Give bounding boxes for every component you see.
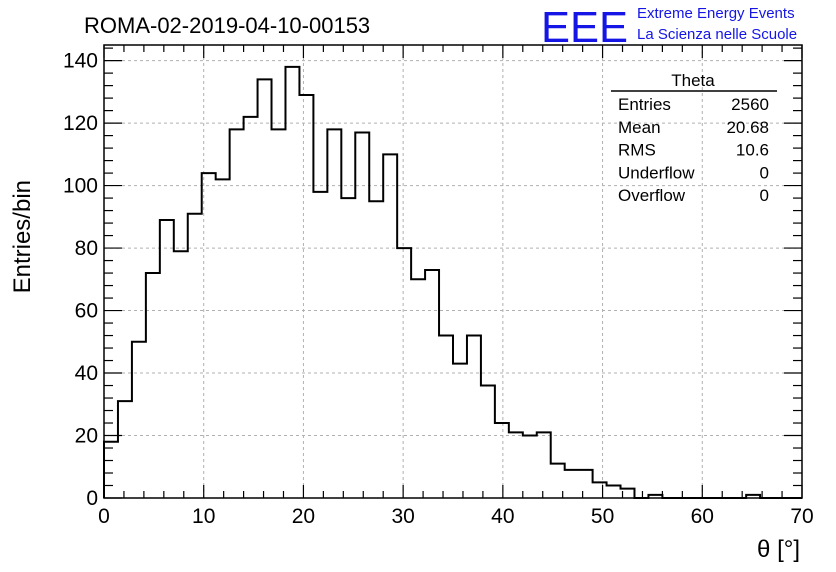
x-tick-label: 0 bbox=[98, 505, 110, 528]
y-tick-label: 140 bbox=[63, 50, 98, 73]
x-tick-label: 60 bbox=[691, 505, 714, 528]
histogram-bin bbox=[369, 201, 383, 498]
histogram-bin bbox=[453, 364, 467, 498]
y-tick-label: 20 bbox=[75, 425, 98, 448]
histogram-bin bbox=[230, 129, 244, 498]
histogram-bin bbox=[118, 401, 132, 498]
x-axis-title: θ [°] bbox=[757, 536, 800, 563]
histogram-bin bbox=[523, 436, 537, 498]
x-tick-label: 40 bbox=[491, 505, 514, 528]
stats-row-label: Underflow bbox=[618, 163, 695, 182]
histogram-bin bbox=[411, 279, 425, 498]
histogram-bin bbox=[383, 154, 397, 498]
histogram-bin bbox=[341, 198, 355, 498]
plot-frame bbox=[103, 44, 803, 499]
x-tick-label: 50 bbox=[591, 505, 614, 528]
histogram-bin bbox=[593, 482, 607, 498]
histogram-bin bbox=[607, 486, 621, 498]
histogram-bin bbox=[272, 129, 286, 498]
histogram-bin bbox=[565, 470, 579, 498]
histogram-bin bbox=[132, 342, 146, 498]
y-tick-label: 100 bbox=[63, 175, 98, 198]
histogram-bin bbox=[467, 336, 481, 498]
y-tick-label: 120 bbox=[63, 112, 98, 135]
stats-box-name: Theta bbox=[671, 71, 715, 90]
y-tick-label: 40 bbox=[75, 362, 98, 385]
stats-row-label: Entries bbox=[618, 95, 671, 114]
histogram-bin bbox=[397, 248, 411, 498]
stats-row-value: 10.6 bbox=[736, 141, 769, 160]
run-title: ROMA-02-2019-04-10-00153 bbox=[84, 13, 370, 38]
stats-row-label: Overflow bbox=[618, 186, 686, 205]
histogram-bin bbox=[104, 442, 118, 498]
histogram-bin bbox=[146, 273, 160, 498]
x-tick-label: 20 bbox=[292, 505, 315, 528]
histogram-bin bbox=[285, 67, 299, 498]
histogram-bin bbox=[579, 470, 593, 498]
y-axis-title: Entries/bin bbox=[9, 180, 36, 293]
x-tick-label: 10 bbox=[192, 505, 215, 528]
logo-line-1: Extreme Energy Events bbox=[637, 5, 795, 22]
histogram-bin bbox=[537, 432, 551, 498]
x-tick-label: 30 bbox=[391, 505, 414, 528]
grid-lines bbox=[104, 45, 802, 498]
stats-row-label: RMS bbox=[618, 141, 656, 160]
eee-logo: EEE Extreme Energy Events La Scienza nel… bbox=[541, 3, 797, 52]
stats-row-value: 2560 bbox=[731, 95, 769, 114]
stats-box: Theta Entries 2560 Mean 20.68 RMS 10.6 Underfl… bbox=[611, 71, 777, 205]
histogram-bin bbox=[299, 95, 313, 498]
histogram-bin bbox=[509, 432, 523, 498]
histogram-bin bbox=[202, 173, 216, 498]
histogram-bin bbox=[160, 220, 174, 498]
histogram-bin bbox=[313, 192, 327, 498]
logo-mark: EEE bbox=[541, 3, 628, 52]
histogram-bin bbox=[244, 117, 258, 498]
histogram-bin bbox=[174, 251, 188, 498]
axis-ticks bbox=[103, 45, 803, 499]
histogram-bin bbox=[481, 386, 495, 498]
tick-labels: 0 10 20 30 40 50 60 70 0 20 40 60 80 100 120 140 bbox=[63, 50, 814, 528]
stats-row-value: 0 bbox=[760, 163, 769, 182]
y-tick-label: 60 bbox=[75, 300, 98, 323]
x-tick-label: 70 bbox=[790, 505, 813, 528]
histogram-series bbox=[103, 65, 802, 499]
histogram-bin bbox=[495, 423, 509, 498]
stats-row-value: 20.68 bbox=[726, 118, 769, 137]
y-tick-label: 80 bbox=[75, 237, 98, 260]
y-tick-label: 0 bbox=[86, 487, 98, 510]
histogram-bin bbox=[425, 270, 439, 498]
histogram-bin bbox=[439, 336, 453, 498]
stats-row-label: Mean bbox=[618, 118, 661, 137]
logo-line-2: La Scienza nelle Scuole bbox=[637, 26, 797, 43]
histogram-bin bbox=[216, 179, 230, 498]
histogram-bin bbox=[258, 79, 272, 498]
histogram-bin bbox=[355, 132, 369, 498]
histogram-bin bbox=[188, 214, 202, 498]
histogram-bin bbox=[327, 129, 341, 498]
stats-row-value: 0 bbox=[760, 186, 769, 205]
